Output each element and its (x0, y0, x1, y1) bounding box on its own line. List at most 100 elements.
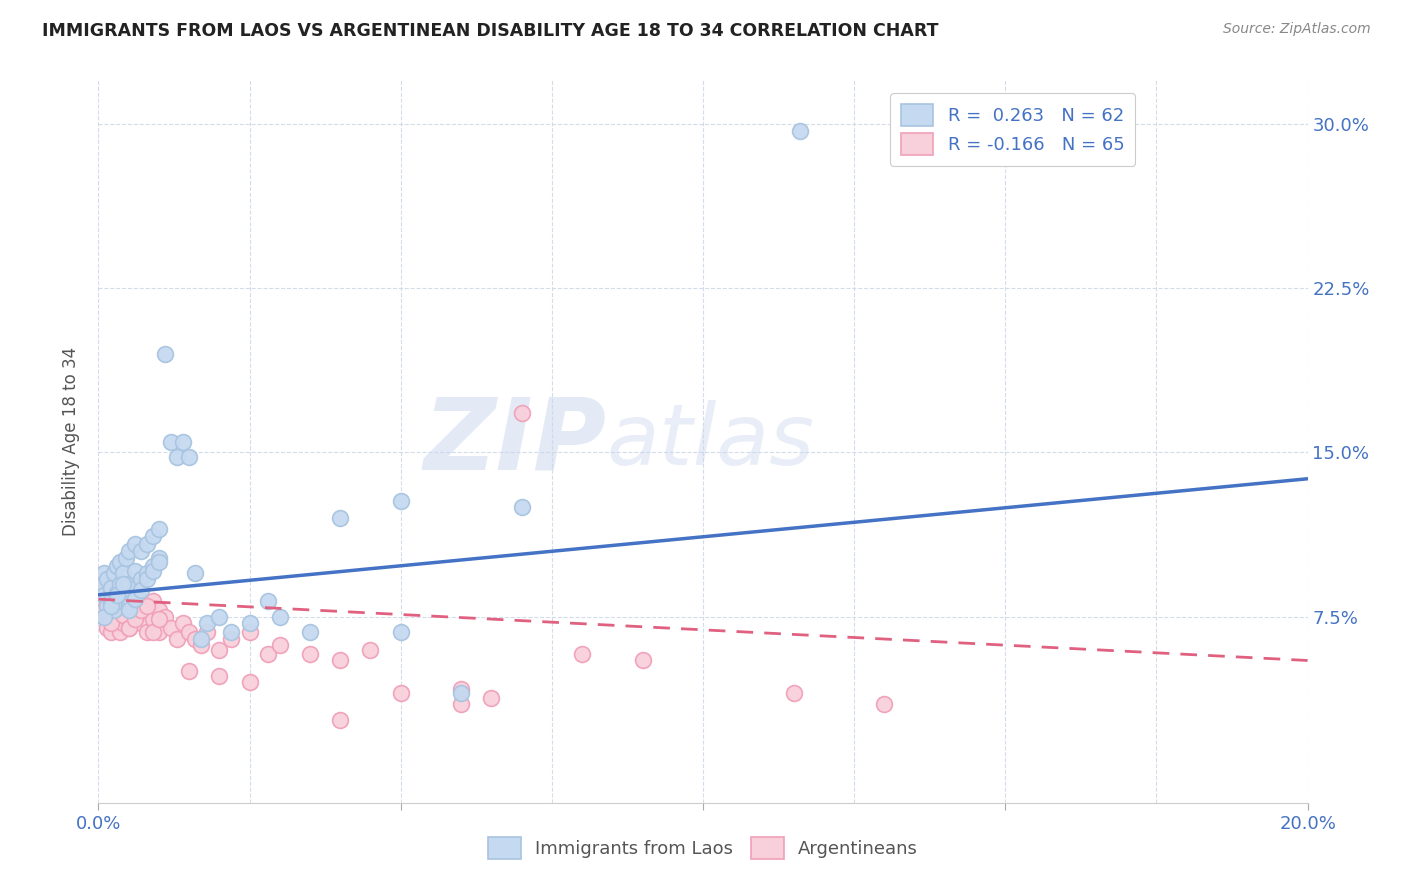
Point (100, 594, 122, 608)
Point (103, 603, 125, 617)
Point (135, 603, 157, 617)
Point (190, 632, 212, 646)
Point (148, 603, 170, 617)
Point (105, 559, 128, 574)
Point (135, 573, 157, 587)
Point (96, 599, 118, 613)
Point (105, 585, 128, 599)
Point (105, 588, 128, 602)
Point (108, 577, 131, 591)
Point (256, 647, 278, 661)
Point (172, 616, 194, 631)
Point (160, 621, 183, 635)
Point (142, 529, 165, 543)
Point (135, 599, 157, 613)
Point (221, 632, 243, 646)
Point (105, 609, 128, 624)
Point (93, 609, 115, 624)
Point (153, 609, 176, 624)
Point (93, 581, 115, 595)
Point (360, 642, 382, 657)
Point (481, 690, 503, 705)
Point (111, 566, 134, 580)
Point (160, 434, 183, 449)
Point (239, 675, 262, 690)
Point (239, 625, 262, 640)
Point (142, 625, 165, 640)
Point (129, 583, 152, 598)
Point (172, 434, 194, 449)
Point (105, 588, 128, 602)
Point (571, 647, 593, 661)
Point (93, 588, 115, 602)
Point (148, 612, 170, 626)
Point (450, 681, 472, 696)
Point (179, 625, 201, 640)
Text: Source: ZipAtlas.com: Source: ZipAtlas.com (1223, 22, 1371, 37)
Point (111, 616, 134, 631)
Point (299, 647, 322, 661)
Point (195, 616, 218, 631)
Text: atlas: atlas (606, 400, 814, 483)
Point (93, 603, 115, 617)
Point (783, 686, 806, 700)
Point (114, 550, 136, 565)
Point (90, 577, 112, 591)
Point (118, 621, 141, 635)
Point (184, 632, 207, 646)
Point (142, 612, 165, 626)
Y-axis label: Disability Age 18 to 34: Disability Age 18 to 34 (62, 347, 80, 536)
Point (208, 669, 231, 683)
Point (299, 625, 322, 640)
Point (179, 450, 201, 464)
Point (510, 406, 533, 420)
Point (179, 665, 201, 679)
Point (108, 555, 131, 569)
Point (118, 621, 141, 635)
Point (118, 577, 141, 591)
Point (124, 537, 146, 551)
Point (100, 616, 122, 631)
Point (111, 588, 134, 602)
Point (93, 566, 115, 580)
Point (114, 581, 136, 595)
Point (269, 609, 291, 624)
Point (93, 609, 115, 624)
Text: ZIP: ZIP (423, 393, 606, 490)
Point (100, 581, 122, 595)
Point (329, 653, 352, 667)
Point (148, 555, 170, 569)
Point (184, 566, 207, 580)
Point (195, 625, 218, 640)
Point (118, 603, 141, 617)
Point (129, 616, 152, 631)
Point (221, 625, 243, 640)
Point (96, 573, 118, 587)
Point (329, 511, 352, 525)
Point (510, 500, 533, 515)
Point (450, 698, 472, 712)
Point (129, 594, 152, 608)
Point (100, 603, 122, 617)
Point (631, 653, 654, 667)
Point (103, 616, 125, 631)
Point (129, 544, 152, 558)
Point (100, 625, 122, 640)
Point (166, 632, 188, 646)
Point (389, 686, 412, 700)
Point (124, 581, 146, 595)
Point (873, 698, 896, 712)
Point (142, 559, 165, 574)
Point (100, 599, 122, 613)
Point (118, 599, 141, 613)
Point (148, 625, 170, 640)
Point (239, 616, 262, 631)
Point (124, 609, 146, 624)
Point (148, 550, 170, 565)
Point (124, 592, 146, 607)
Point (153, 347, 176, 361)
Text: IMMIGRANTS FROM LAOS VS ARGENTINEAN DISABILITY AGE 18 TO 34 CORRELATION CHART: IMMIGRANTS FROM LAOS VS ARGENTINEAN DISA… (42, 22, 939, 40)
Point (118, 544, 141, 558)
Point (90, 594, 112, 608)
Point (208, 642, 231, 657)
